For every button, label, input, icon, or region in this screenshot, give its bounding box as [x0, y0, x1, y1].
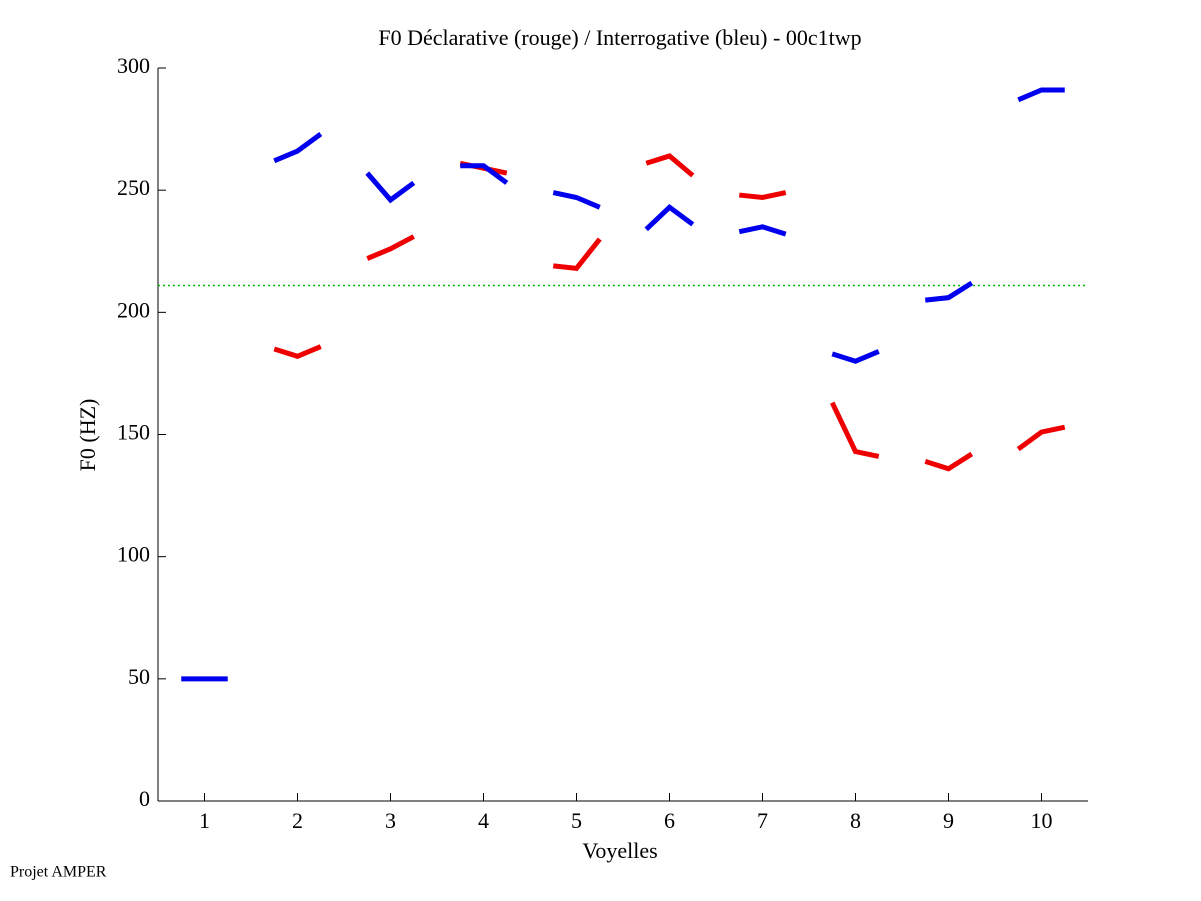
x-tick-label: 9	[943, 808, 954, 833]
y-axis-label: F0 (HZ)	[75, 399, 100, 472]
x-tick-label: 8	[850, 808, 861, 833]
y-tick-label: 50	[128, 664, 150, 689]
y-tick-label: 100	[117, 542, 150, 567]
x-axis-label: Voyelles	[582, 838, 657, 863]
x-tick-label: 2	[292, 808, 303, 833]
x-tick-label: 3	[385, 808, 396, 833]
y-tick-label: 300	[117, 53, 150, 78]
x-tick-label: 10	[1031, 808, 1053, 833]
x-tick-label: 5	[571, 808, 582, 833]
series-line	[181, 87, 1065, 682]
footer: Projet AMPER	[10, 864, 107, 881]
x-tick-label: 6	[664, 808, 675, 833]
x-tick-label: 4	[478, 808, 489, 833]
series-line	[273, 153, 1066, 472]
y-tick-label: 0	[139, 786, 150, 811]
chart-title: F0 Déclarative (rouge) / Interrogative (…	[378, 25, 861, 50]
x-tick-label: 7	[757, 808, 768, 833]
x-tick-label: 1	[199, 808, 210, 833]
y-tick-label: 250	[117, 175, 150, 200]
y-tick-label: 200	[117, 297, 150, 322]
y-tick-label: 150	[117, 420, 150, 445]
